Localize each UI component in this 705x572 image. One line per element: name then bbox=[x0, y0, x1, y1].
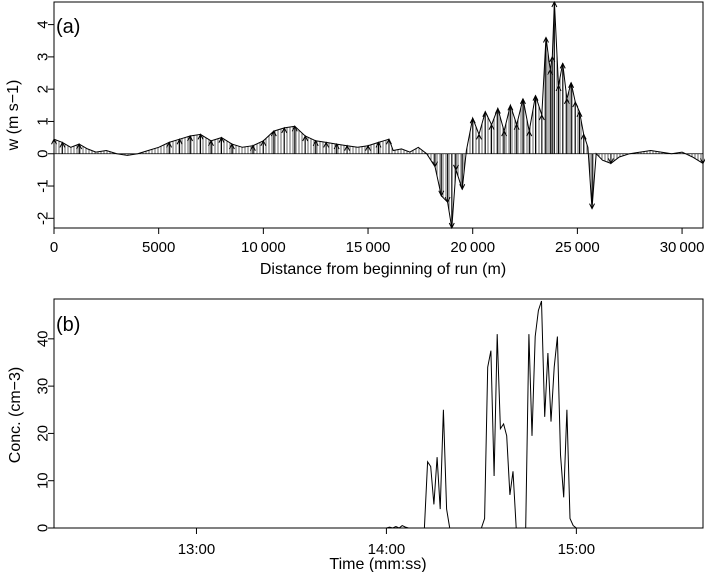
arrow-head bbox=[197, 133, 204, 140]
y-tick-label: 10 bbox=[34, 472, 51, 489]
arrow-head bbox=[459, 184, 466, 191]
arrow-head bbox=[187, 134, 194, 142]
y-tick-label: 1 bbox=[34, 117, 51, 125]
arrow-head bbox=[448, 222, 455, 230]
panel-b: (b) 13:00 14:00 15:00 0 10 20 30 40 Time (mm:s… bbox=[7, 298, 704, 572]
arrow-head bbox=[333, 142, 340, 150]
x-tick-label: 5000 bbox=[142, 239, 175, 256]
arrow-head bbox=[494, 107, 501, 114]
arrow-head bbox=[538, 113, 545, 121]
panel-a-series-line bbox=[53, 1, 704, 229]
x-tick-label: 30 000 bbox=[660, 239, 705, 256]
arrow-head bbox=[526, 130, 533, 137]
panel-a-arrows bbox=[51, 0, 705, 230]
arrow-head bbox=[513, 123, 520, 130]
y-tick-label: 4 bbox=[34, 20, 51, 28]
y-tick-label: 2 bbox=[34, 85, 51, 93]
arrow-head bbox=[281, 126, 288, 134]
arrow-head bbox=[270, 130, 277, 137]
panel-a: (a) 0 5000 10 000 15 000 20 000 25 000 30 000 … bbox=[5, 0, 705, 278]
arrow-head bbox=[76, 142, 83, 150]
panel-a-y-axis-label: w (m s−1) bbox=[5, 80, 22, 152]
y-tick-label: -1 bbox=[34, 179, 51, 192]
arrow-head bbox=[302, 134, 309, 142]
y-tick-label: 0 bbox=[34, 150, 51, 158]
x-tick-label: 15 000 bbox=[346, 239, 391, 256]
panel-b-x-axis: 13:00 14:00 15:00 bbox=[178, 528, 595, 558]
panel-b-x-axis-label: Time (mm:ss) bbox=[329, 556, 426, 572]
panel-a-x-axis-label: Distance from beginning of run (m) bbox=[260, 261, 506, 278]
arrow-head bbox=[551, 0, 558, 8]
x-tick-label: 10 000 bbox=[241, 239, 286, 256]
arrow-head bbox=[469, 117, 476, 124]
arrow-head bbox=[563, 97, 570, 105]
arrow-head bbox=[218, 136, 225, 143]
arrow-head bbox=[589, 203, 595, 210]
arrow-head bbox=[453, 164, 459, 172]
y-tick-label: -2 bbox=[34, 212, 51, 225]
arrow-head bbox=[344, 144, 351, 151]
arrow-head bbox=[576, 110, 583, 117]
arrow-head bbox=[59, 141, 66, 148]
y-tick-label: 0 bbox=[34, 524, 51, 532]
arrow-head bbox=[229, 142, 235, 150]
arrow-head bbox=[580, 133, 587, 140]
arrow-head bbox=[572, 100, 579, 108]
arrow-head bbox=[488, 123, 495, 130]
arrow-head bbox=[482, 110, 489, 117]
arrow-head bbox=[555, 84, 562, 92]
panel-a-y-axis: -2 -1 0 1 2 3 4 bbox=[34, 20, 54, 225]
panel-a-frame bbox=[53, 1, 704, 229]
arrow-head bbox=[365, 144, 371, 151]
arrow-head bbox=[249, 144, 256, 151]
arrow-head bbox=[532, 94, 539, 101]
arrow-head bbox=[507, 104, 514, 111]
arrow-head bbox=[438, 190, 445, 197]
arrow-head bbox=[323, 141, 330, 148]
arrow-head bbox=[208, 139, 214, 147]
y-tick-label: 30 bbox=[34, 378, 51, 395]
x-tick-label: 25 000 bbox=[555, 239, 600, 256]
x-tick-label: 20 000 bbox=[450, 239, 495, 256]
panel-b-frame bbox=[53, 298, 704, 529]
panel-b-y-axis: 0 10 20 30 40 bbox=[34, 330, 54, 532]
panel-b-series-line bbox=[164, 300, 593, 529]
arrow-head bbox=[501, 130, 508, 137]
arrow-head bbox=[312, 139, 319, 147]
arrow-head bbox=[520, 97, 526, 105]
arrow-head bbox=[51, 138, 57, 145]
x-tick-label: 0 bbox=[50, 239, 58, 256]
panel-a-x-axis: 0 5000 10 000 15 000 20 000 25 000 30 000 bbox=[50, 228, 705, 256]
arrow-head bbox=[386, 138, 392, 145]
arrow-head bbox=[166, 141, 173, 148]
arrow-head bbox=[291, 125, 298, 132]
arrow-head bbox=[260, 139, 267, 147]
panel-a-stems bbox=[55, 11, 702, 225]
arrow-head bbox=[375, 141, 382, 148]
arrow-head bbox=[176, 138, 183, 145]
y-tick-label: 20 bbox=[34, 425, 51, 442]
arrow-head bbox=[559, 62, 566, 69]
y-tick-label: 3 bbox=[34, 53, 51, 61]
panel-a-label: (a) bbox=[56, 16, 80, 38]
panel-b-y-axis-label: Conc. (cm−3) bbox=[7, 367, 24, 463]
x-tick-label: 13:00 bbox=[178, 541, 216, 558]
x-tick-label: 14:00 bbox=[368, 541, 406, 558]
panel-b-label: (b) bbox=[56, 314, 80, 336]
y-tick-label: 40 bbox=[34, 330, 51, 347]
arrow-head bbox=[432, 161, 438, 168]
arrow-head bbox=[607, 158, 614, 165]
arrow-head bbox=[568, 81, 575, 88]
x-tick-label: 15:00 bbox=[558, 541, 596, 558]
arrow-head bbox=[444, 196, 451, 204]
arrow-head bbox=[476, 133, 482, 140]
arrow-head bbox=[543, 36, 549, 43]
